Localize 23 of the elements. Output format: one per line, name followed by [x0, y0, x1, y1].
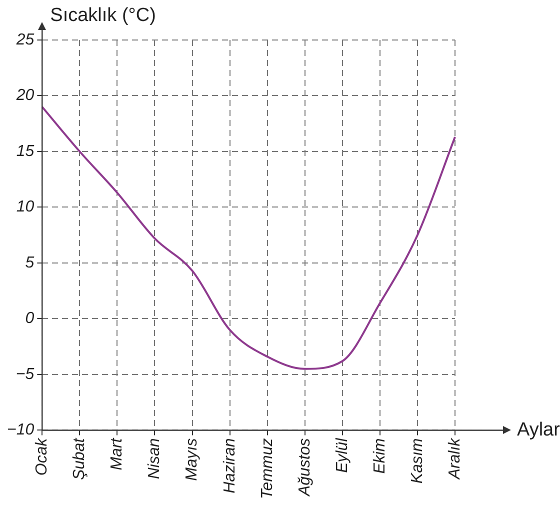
- x-tick-label: Mart: [108, 438, 126, 470]
- y-tick-label: 15: [16, 142, 34, 160]
- x-tick-label: Aralık: [446, 437, 464, 480]
- y-tick-label: −5: [16, 366, 34, 383]
- x-tick-label: Ekim: [371, 438, 388, 474]
- x-tick-label: Haziran: [221, 438, 238, 494]
- y-tick-label: 0: [25, 310, 34, 328]
- x-tick-label: Mayıs: [184, 438, 201, 481]
- x-tick-label: Nisan: [146, 438, 164, 480]
- y-tick-label: −10: [7, 422, 34, 439]
- x-tick-label: Ağustos: [296, 438, 314, 498]
- x-tick-label: Şubat: [71, 438, 88, 480]
- x-axis-title: Aylar: [517, 419, 560, 440]
- x-tick-label: Kasım: [408, 438, 426, 484]
- y-tick-label: 20: [15, 87, 34, 104]
- y-tick-label: 10: [16, 198, 34, 216]
- y-tick-label: 25: [15, 31, 34, 48]
- y-tick-label: 5: [25, 254, 34, 272]
- x-tick-label: Ocak: [34, 437, 51, 476]
- x-tick-label: Eylül: [334, 438, 351, 473]
- y-axis-title: Sıcaklık (°C): [50, 5, 156, 26]
- line-series: [41, 106, 456, 370]
- x-tick-label: Temmuz: [258, 438, 276, 500]
